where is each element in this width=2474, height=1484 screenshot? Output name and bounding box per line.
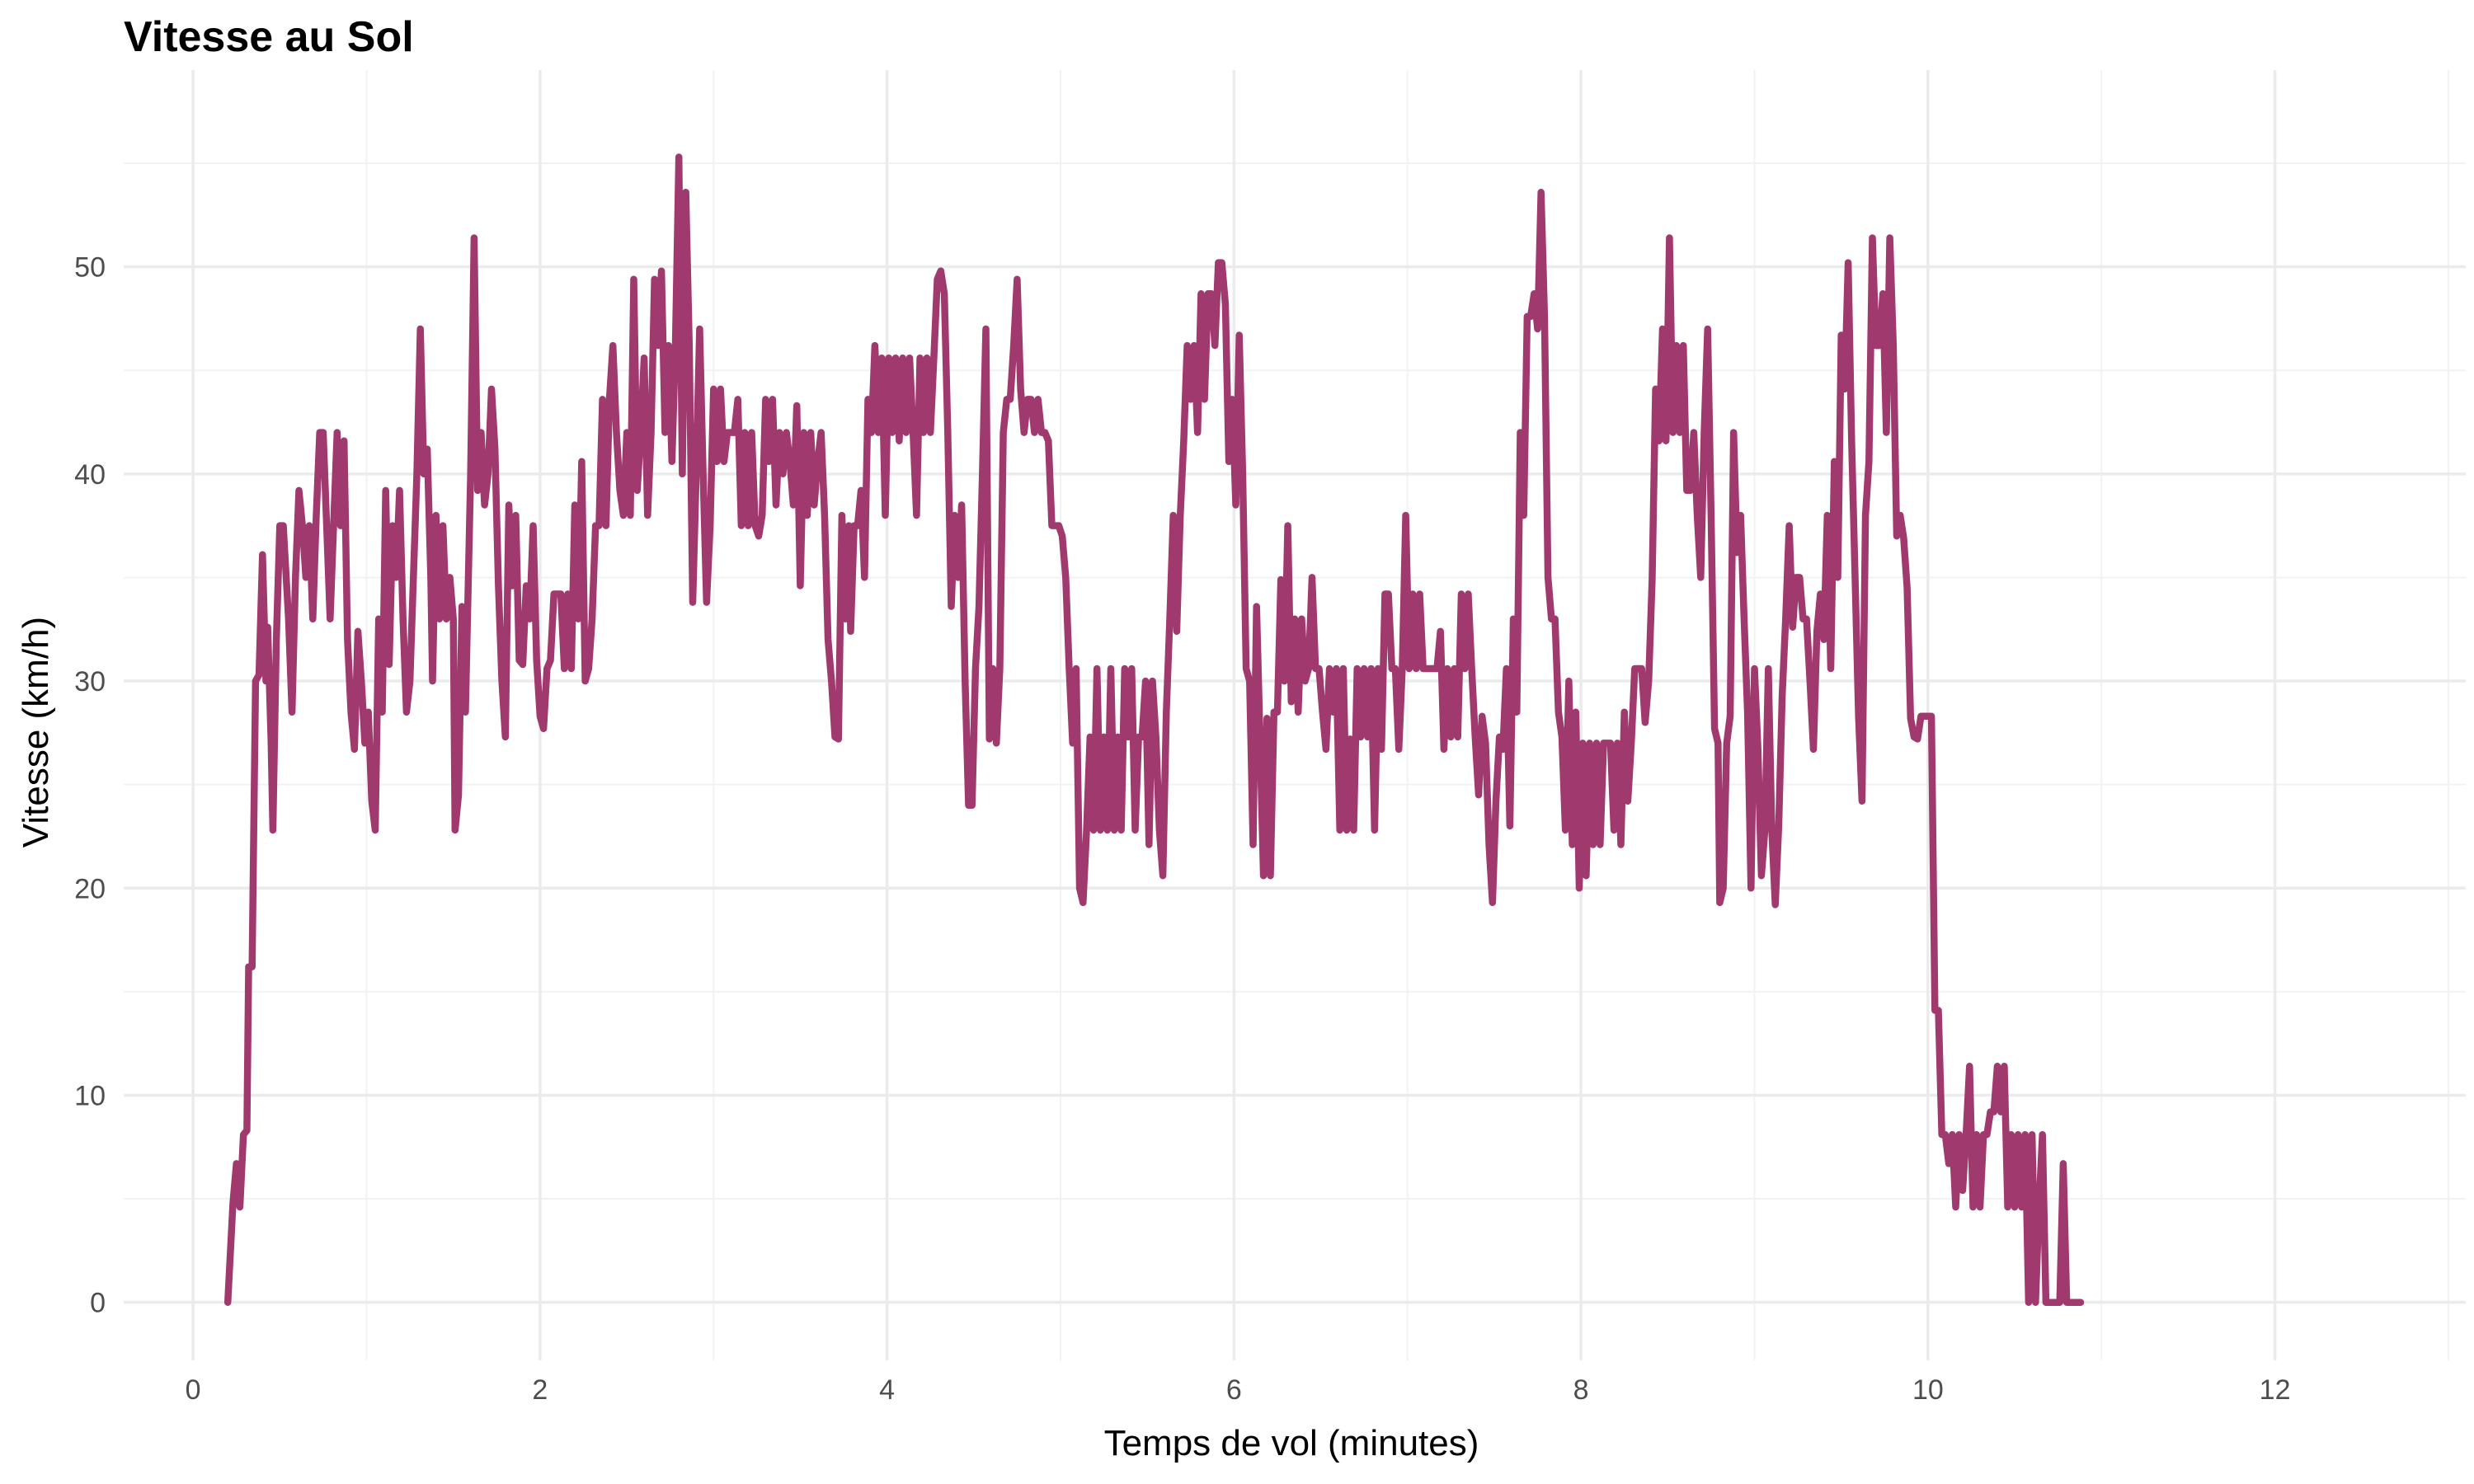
y-tick-label: 40 [74, 459, 106, 491]
chart-title: Vitesse au Sol [124, 13, 414, 61]
series-line [223, 153, 2085, 1306]
x-tick-label: 8 [1573, 1374, 1589, 1406]
y-tick-label: 0 [90, 1288, 106, 1319]
x-tick-label: 0 [186, 1374, 201, 1406]
y-tick-label: 50 [74, 252, 106, 284]
axis-ticks: 0 2 4 6 8 10 12 0 10 20 30 40 50 [74, 252, 2290, 1406]
grid [124, 70, 2466, 1360]
x-tick-label: 6 [1226, 1374, 1242, 1406]
x-tick-label: 2 [532, 1374, 548, 1406]
y-tick-label: 20 [74, 873, 106, 904]
y-tick-label: 30 [74, 666, 106, 697]
y-axis-label: Vitesse (km/h) [16, 617, 56, 848]
x-axis-label: Temps de vol (minutes) [1104, 1423, 1479, 1463]
series-layer [223, 153, 2085, 1306]
x-tick-label: 10 [1912, 1374, 1944, 1406]
x-tick-label: 12 [2260, 1374, 2291, 1406]
x-tick-label: 4 [879, 1374, 895, 1406]
y-tick-label: 10 [74, 1080, 106, 1111]
